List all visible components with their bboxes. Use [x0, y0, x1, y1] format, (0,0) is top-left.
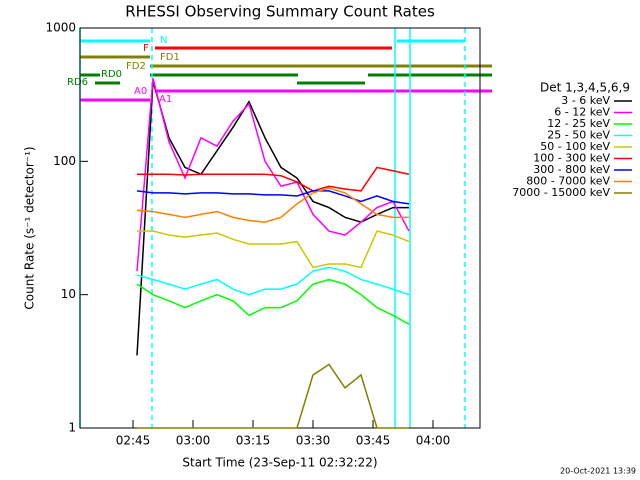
- legend-label: 100 - 300 keV: [533, 152, 610, 165]
- y-tick-label: 1: [68, 421, 76, 435]
- annotation: A1: [159, 94, 172, 105]
- chart-title: RHESSI Observing Summary Count Rates: [125, 3, 435, 21]
- series-line: [136, 80, 409, 356]
- legend-label: 3 - 6 keV: [561, 94, 610, 107]
- x-tick-label: 03:45: [356, 434, 391, 448]
- series-line: [136, 278, 410, 325]
- y-axis-label: Count Rate (s⁻¹ detector⁻¹): [23, 146, 37, 309]
- series-line: [137, 166, 410, 192]
- legend-label: 800 - 7000 keV: [526, 175, 610, 188]
- y-tick-label: 1000: [45, 21, 76, 35]
- annotation: A0: [134, 86, 147, 97]
- legend-label: 25 - 50 keV: [547, 129, 610, 142]
- annotation: F: [143, 43, 149, 54]
- legend-label: 50 - 100 keV: [540, 140, 610, 153]
- x-tick-label: 03:00: [176, 434, 211, 448]
- x-tick-label: 03:30: [296, 434, 331, 448]
- series-line: [136, 187, 409, 223]
- x-tick-label: 04:00: [416, 434, 451, 448]
- x-axis-label: Start Time (23-Sep-11 02:32:22): [182, 456, 377, 470]
- annotation: FD1: [160, 52, 180, 63]
- x-tick-label: 03:15: [236, 434, 271, 448]
- annotation: N: [160, 35, 167, 46]
- legend-title: Det 1,3,4,5,6,9: [540, 81, 630, 95]
- legend-label: 7000 - 15000 keV: [512, 186, 610, 199]
- y-tick-label: 100: [53, 154, 76, 168]
- series-line: [136, 266, 410, 296]
- series-line: [136, 190, 410, 205]
- annotation: FD2: [126, 61, 146, 72]
- series-line: [137, 363, 409, 429]
- y-tick-label: 10: [61, 287, 76, 301]
- annotation: RD6: [67, 77, 88, 88]
- footer: 20-Oct-2021 13:39: [560, 467, 636, 476]
- legend-label: 12 - 25 keV: [547, 117, 610, 130]
- legend-label: 300 - 800 keV: [533, 163, 610, 176]
- legend-label: 6 - 12 keV: [554, 106, 610, 119]
- series-line: [136, 78, 410, 272]
- x-tick-label: 02:45: [116, 434, 151, 448]
- annotation: RD0: [101, 69, 122, 80]
- series-line: [137, 230, 410, 269]
